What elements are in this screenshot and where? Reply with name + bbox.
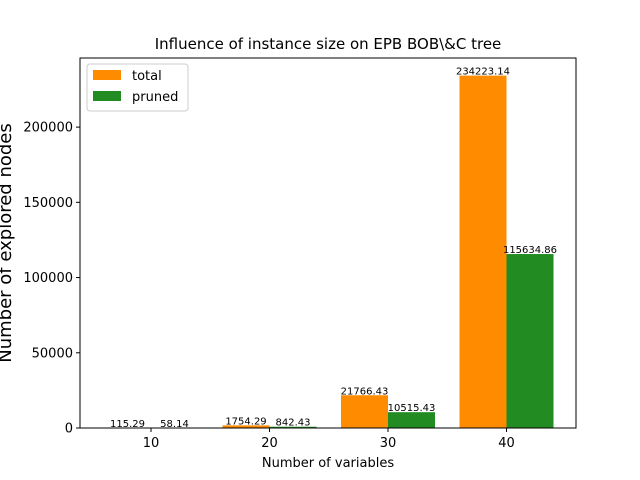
data-label-total-20: 1754.29 [225,416,266,427]
x-tick-label-40: 40 [498,436,515,451]
data-label-pruned-10: 58.14 [160,419,189,430]
y-tick-label-0: 0 [65,422,73,437]
legend-swatch-total [93,70,121,80]
data-label-pruned-30: 10515.43 [388,403,436,414]
data-label-total-40: 234223.14 [456,67,510,78]
data-label-pruned-40: 115634.86 [503,245,557,256]
legend: total pruned [86,63,189,112]
y-tick-label-50000: 50000 [32,346,73,361]
data-label-total-30: 21766.43 [341,386,389,397]
data-label-total-10: 115.29 [110,419,145,430]
legend-swatch-pruned [93,91,121,101]
x-tick-label-30: 30 [380,436,397,451]
bar-pruned-40 [506,254,554,428]
y-tick-label-150000: 150000 [23,196,73,211]
bar-pruned-20 [269,426,317,428]
bar-total-20 [222,425,270,428]
x-axis-label: Number of variables [262,456,394,471]
plot-frame [79,57,577,429]
x-tick-label-10: 10 [143,436,160,451]
y-tick-label-100000: 100000 [23,271,73,286]
data-label-pruned-20: 842.43 [276,418,311,429]
legend-label-pruned: pruned [132,90,178,105]
bar-pruned-30 [388,412,435,428]
y-tick-label-200000: 200000 [23,121,73,136]
y-axis-label: Number of explored nodes [0,123,16,362]
x-tick-label-20: 20 [261,436,278,451]
legend-label-total: total [132,69,162,84]
bar-total-30 [341,395,388,428]
chart-title: Influence of instance size on EPB BOB\&C… [155,35,502,53]
bar-total-40 [459,75,507,428]
